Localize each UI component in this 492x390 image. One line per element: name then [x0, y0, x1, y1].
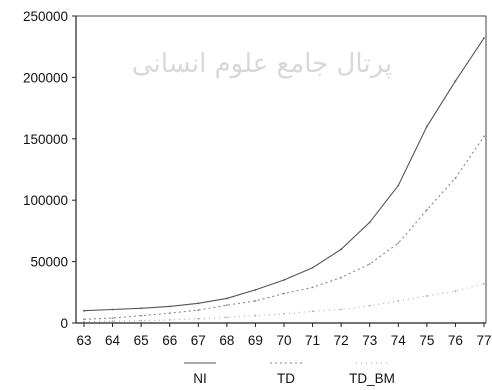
data-point-td-bm: [83, 320, 85, 323]
data-point-td: [140, 314, 143, 317]
x-tick-label: 67: [191, 333, 206, 348]
data-point-td-bm: [340, 308, 343, 311]
data-point-ni: [425, 125, 428, 128]
data-point-td: [283, 292, 285, 295]
data-point-ni: [225, 297, 228, 300]
data-point-td-bm: [254, 314, 257, 317]
data-point-ni: [283, 279, 285, 281]
data-point-td: [254, 299, 257, 302]
legend-label-td-bm: TD_BM: [349, 371, 395, 386]
series-layer: [83, 37, 485, 323]
x-tick-label: 68: [219, 333, 234, 348]
y-tick-label: 200000: [23, 70, 68, 85]
series-line-td: [83, 136, 485, 320]
y-tick-label: 50000: [30, 255, 68, 270]
x-tick-label: 70: [276, 333, 291, 348]
data-point-td-bm: [368, 304, 371, 307]
x-tick-label: 71: [305, 333, 320, 348]
x-tick-label: 76: [448, 333, 463, 348]
x-tick-label: 72: [334, 333, 349, 348]
data-point-td-bm: [454, 290, 457, 292]
y-tick-label: 250000: [23, 9, 68, 24]
data-point-td-bm: [311, 310, 314, 313]
y-tick-label: 0: [60, 316, 68, 331]
x-tick-label: 75: [419, 333, 434, 348]
data-point-td: [168, 312, 171, 315]
x-tick-label: 77: [476, 333, 491, 348]
x-axis: 63 64 65 66 67 68 69 70 71 72 73 74 75 76 77: [76, 323, 492, 348]
data-point-td: [483, 135, 485, 138]
data-point-td-bm: [483, 282, 485, 285]
x-tick-label: 69: [248, 333, 263, 348]
data-point-td: [454, 177, 457, 179]
data-point-ni: [340, 248, 343, 251]
data-point-td-bm: [197, 317, 200, 320]
data-point-ni: [111, 308, 114, 311]
legend-label-td: TD: [277, 371, 295, 386]
plot-frame: [75, 15, 487, 324]
data-point-td: [397, 242, 400, 245]
data-point-td: [340, 276, 343, 279]
data-point-td: [425, 209, 428, 211]
data-point-ni: [397, 184, 400, 187]
data-point-ni: [168, 305, 171, 308]
data-point-td: [83, 318, 85, 321]
data-point-ni: [197, 302, 200, 305]
data-point-td-bm: [425, 295, 428, 297]
watermark-text: پرتال جامع علوم انسانی: [132, 49, 392, 79]
legend-label-ni: NI: [193, 371, 207, 386]
x-tick-label: 74: [391, 333, 407, 348]
data-point-ni: [368, 221, 371, 224]
x-tick-label: 63: [76, 333, 91, 348]
x-tick-label: 66: [162, 333, 177, 348]
y-axis: 0 50000 100000 150000 200000 250000: [23, 9, 76, 331]
data-point-ni: [454, 80, 457, 82]
data-point-td-bm: [225, 316, 228, 319]
data-point-td-bm: [168, 319, 171, 321]
data-point-ni: [140, 307, 143, 310]
data-point-ni: [483, 37, 485, 40]
data-point-td-bm: [283, 312, 285, 315]
data-point-td-bm: [397, 299, 400, 302]
data-point-ni: [254, 288, 257, 291]
x-tick-label: 65: [134, 333, 149, 348]
y-tick-label: 100000: [23, 193, 68, 208]
data-point-td: [311, 286, 314, 289]
data-point-td: [111, 317, 114, 319]
data-point-td-bm: [140, 319, 143, 322]
y-tick-label: 150000: [23, 132, 68, 147]
data-point-td: [197, 309, 200, 312]
x-tick-label: 64: [105, 333, 121, 348]
data-point-ni: [311, 266, 314, 269]
data-point-td: [368, 263, 371, 265]
legend: NI TD TD_BM: [184, 362, 395, 386]
series-line-td-bm: [83, 283, 485, 323]
x-tick-label: 73: [362, 333, 377, 348]
data-point-ni: [83, 309, 85, 312]
data-point-td-bm: [111, 320, 114, 323]
data-point-td: [225, 304, 228, 307]
